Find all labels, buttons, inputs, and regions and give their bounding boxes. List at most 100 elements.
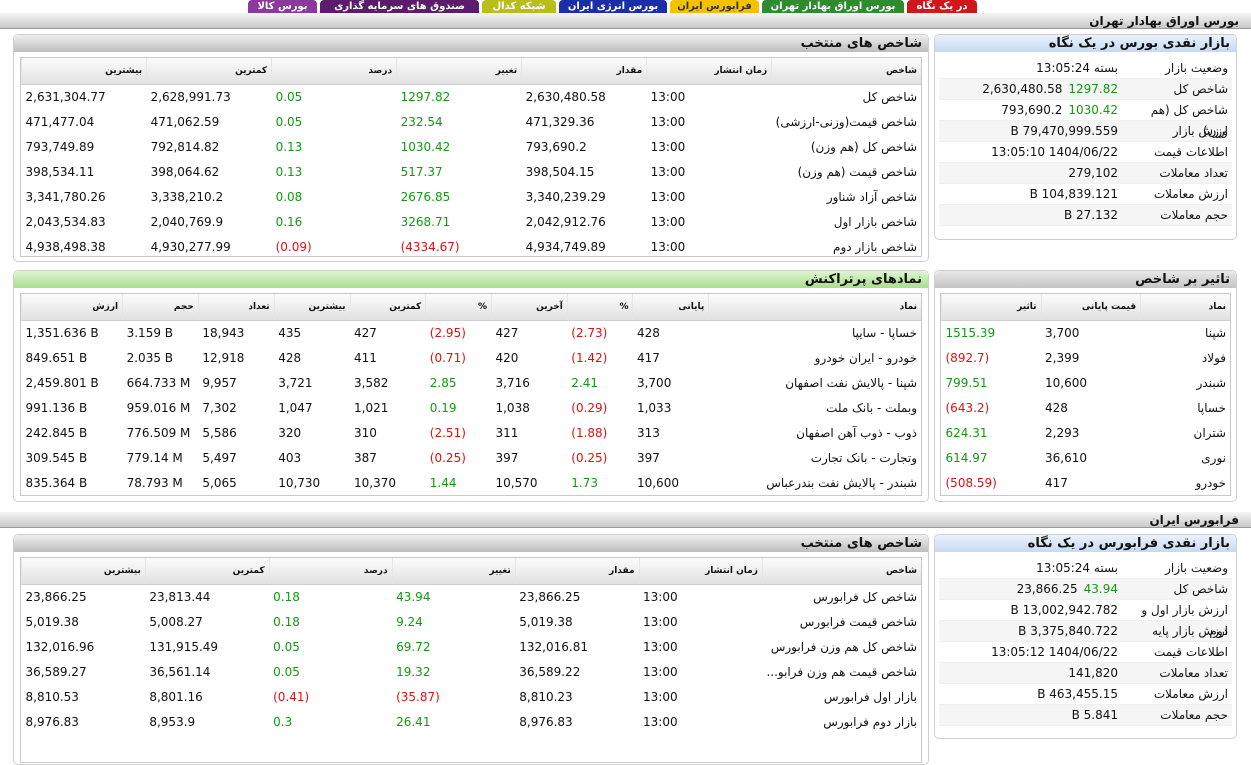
- col-header[interactable]: تغییر: [391, 558, 516, 585]
- table-row[interactable]: شاخص بازار اول 13:00 2,042,912.76 3268.71 0.…: [22, 209, 922, 234]
- row-value-cell: 5,019.38: [25, 614, 79, 629]
- glance-row: ارزش بازار پایه 3,375,840.722 B: [939, 621, 1232, 642]
- table-row[interactable]: شاخص قیمت هم وزن فرابو... 13:00 36,589.22 1…: [22, 659, 922, 684]
- row-value-cell: 427: [495, 325, 519, 340]
- nav-tab-4[interactable]: شبکه کدال: [482, 0, 556, 13]
- table-row[interactable]: شاخص کل فرابورس 13:00 23,866.25 43.94 0.18 23…: [22, 584, 922, 609]
- col-header[interactable]: بیشترین: [273, 294, 350, 321]
- glance-value: 141,820: [1068, 666, 1118, 680]
- table-row[interactable]: شتران 2,293 624.31: [942, 420, 1231, 445]
- col-header[interactable]: مقدار: [521, 58, 647, 85]
- col-header[interactable]: ارزش: [20, 294, 123, 321]
- table-row[interactable]: نوری 36,610 614.97: [942, 445, 1231, 470]
- col-header[interactable]: کمترین: [349, 294, 426, 321]
- table-row[interactable]: شاخص قیمت فرابورس 13:00 5,019.38 9.24 0.18 5,…: [22, 609, 922, 634]
- table-row[interactable]: شاخص قیمت(وزنی-ارزشی) 13:00 471,329.36 232.…: [22, 109, 922, 134]
- tse-trades-table: نماد پایانی% آخرین% کمترین بیشترین تعداد حجم ار…: [20, 294, 922, 495]
- row-name-cell: شاخص آزاد شناور: [826, 189, 917, 204]
- col-header[interactable]: کمترین: [146, 58, 272, 85]
- row-value-cell: 1515.39: [945, 325, 996, 340]
- col-header[interactable]: تغییر: [396, 58, 522, 85]
- col-header[interactable]: تاثیر: [941, 294, 1042, 321]
- table-row[interactable]: شبندر - پالایش نفت بندرعباس 10,600 1.73 10,…: [22, 470, 922, 495]
- col-header[interactable]: قیمت پایانی: [1040, 294, 1141, 321]
- table-row[interactable]: شبندر 10,600 799.51: [942, 370, 1231, 395]
- row-value-cell: 13:00: [643, 614, 678, 629]
- row-value-cell: 387: [354, 450, 377, 465]
- col-header[interactable]: درصد: [271, 58, 397, 85]
- table-row[interactable]: بازار دوم فرابورس 13:00 8,976.83 26.41 0.3 8,…: [22, 709, 922, 734]
- row-value-cell: 624.31: [945, 425, 988, 440]
- col-header[interactable]: شاخص: [771, 58, 921, 85]
- col-header[interactable]: زمان انتشار: [646, 58, 772, 85]
- table-row[interactable]: بازار اول فرابورس 13:00 8,810.23 (35.87) (0.…: [22, 684, 922, 709]
- row-name-cell: شاخص قیمت فرابورس: [799, 614, 917, 629]
- table-row[interactable]: شاخص قیمت (هم وزن) 13:00 398,504.15 517.37 0…: [22, 159, 922, 184]
- glance-change: 1030.42: [1068, 103, 1118, 117]
- table-row[interactable]: شاخص کل (هم وزن) 13:00 793,690.2 1030.42 0.1…: [22, 134, 922, 159]
- row-value-cell: 0.05: [273, 664, 300, 679]
- row-value-cell: (35.87): [396, 689, 440, 704]
- table-row[interactable]: وتجارت - بانک تجارت 397 (0.25) 397 (0.25) 387…: [22, 445, 922, 470]
- table-row[interactable]: فولاد 2,399 (892.7): [942, 345, 1231, 370]
- row-value-cell: 8,810.23: [519, 689, 573, 704]
- col-header[interactable]: درصد: [268, 558, 393, 585]
- row-value-cell: 471,477.04: [25, 114, 95, 129]
- col-header[interactable]: حجم: [122, 294, 199, 321]
- table-row[interactable]: ذوب - ذوب آهن اصفهان 313 (1.88) 311 (2.51) 31…: [22, 420, 922, 445]
- glance-value-cell: 104,839.121 B: [939, 184, 1122, 204]
- col-header[interactable]: %: [425, 294, 492, 321]
- glance-row: وضعیت بازار بسته 13:05:24: [939, 58, 1232, 79]
- col-header[interactable]: شاخص: [761, 558, 921, 585]
- section-title-tse: بورس اوراق بهادار تهران: [0, 13, 1251, 29]
- col-header[interactable]: تعداد: [197, 294, 275, 321]
- table-row[interactable]: خساپا - سایپا 428 (2.73) 427 (2.95) 427 435 18,…: [22, 320, 922, 345]
- col-header[interactable]: بیشترین: [20, 58, 147, 85]
- col-header[interactable]: %: [566, 294, 633, 321]
- table-row[interactable]: خودرو 417 (508.59): [942, 470, 1231, 495]
- tse-impact-title: تاثیر بر شاخص: [935, 271, 1236, 288]
- glance-value-cell: 1404/06/22 13:05:10: [939, 142, 1122, 162]
- table-row[interactable]: خساپا 428 (643.2): [942, 395, 1231, 420]
- nav-tab-1[interactable]: بورس اوراق بهادار تهران: [762, 0, 904, 13]
- col-header[interactable]: نماد: [1140, 294, 1230, 321]
- table-row[interactable]: خودرو - ایران خودرو 417 (1.42) 420 (0.71) 411…: [22, 345, 922, 370]
- col-header[interactable]: کمترین: [144, 558, 270, 585]
- tse-impact-table-box: نماد قیمت پایانی تاثیر شپنا 3,700 1515.39 فولا…: [940, 293, 1231, 496]
- row-value-cell: (1.42): [571, 350, 608, 365]
- row-value-cell: 2,293: [1045, 425, 1080, 440]
- table-row[interactable]: وبملت - بانک ملت 1,033 (0.29) 1,038 0.19 1,02…: [22, 395, 922, 420]
- row-value-cell: 12,918: [202, 350, 245, 365]
- glance-row: ارزش معاملات 463,455.15 B: [939, 684, 1232, 705]
- table-row[interactable]: شاخص آزاد شناور 13:00 3,340,239.29 2676.85 0…: [22, 184, 922, 209]
- nav-tab-6[interactable]: بورس کالا: [248, 0, 317, 13]
- nav-tab-2[interactable]: فرابورس ایران: [670, 0, 759, 13]
- row-value-cell: 320: [278, 425, 302, 440]
- col-header[interactable]: مقدار: [514, 558, 640, 585]
- section-title-ifb: فرابورس ایران: [0, 512, 1251, 528]
- nav-tab-0[interactable]: در یک نگاه: [907, 0, 977, 13]
- glance-label: شاخص کل: [1173, 582, 1228, 596]
- col-header[interactable]: زمان انتشار: [638, 558, 763, 585]
- row-value-cell: 13:00: [643, 714, 678, 729]
- row-value-cell: 36,589.27: [25, 664, 87, 679]
- col-header[interactable]: نماد: [708, 294, 921, 321]
- row-value-cell: 232.54: [400, 114, 443, 129]
- nav-tab-5[interactable]: صندوق های سرمایه گذاری: [320, 0, 479, 13]
- nav-tab-3[interactable]: بورس انرژی ایران: [559, 0, 667, 13]
- glance-value-cell: 2,630,480.58 1297.82: [939, 79, 1122, 99]
- row-name-cell: شبندر - پالایش نفت بندرعباس: [766, 475, 917, 490]
- row-value-cell: 13:00: [650, 89, 686, 104]
- row-value-cell: 2,630,480.58: [525, 89, 606, 104]
- table-row[interactable]: شاخص کل هم وزن فرابورس 13:00 132,016.81 69.…: [22, 634, 922, 659]
- table-row[interactable]: شپنا 3,700 1515.39: [942, 320, 1231, 345]
- glance-label: حجم معاملات: [1160, 708, 1228, 722]
- col-header[interactable]: بیشترین: [21, 558, 146, 585]
- table-row[interactable]: شاخص کل 13:00 2,630,480.58 1297.82 0.05 2,628…: [22, 84, 922, 109]
- table-row[interactable]: شاخص بازار دوم 13:00 4,934,749.89 (4334.67)…: [22, 234, 922, 259]
- col-header[interactable]: آخرین: [490, 294, 568, 321]
- table-row[interactable]: شپنا - پالایش نفت اصفهان 3,700 2.41 3,716 2.…: [22, 370, 922, 395]
- col-header[interactable]: پایانی: [632, 294, 709, 321]
- glance-value-cell: 27.132 B: [939, 205, 1122, 225]
- row-name-cell: خودرو: [1195, 475, 1226, 490]
